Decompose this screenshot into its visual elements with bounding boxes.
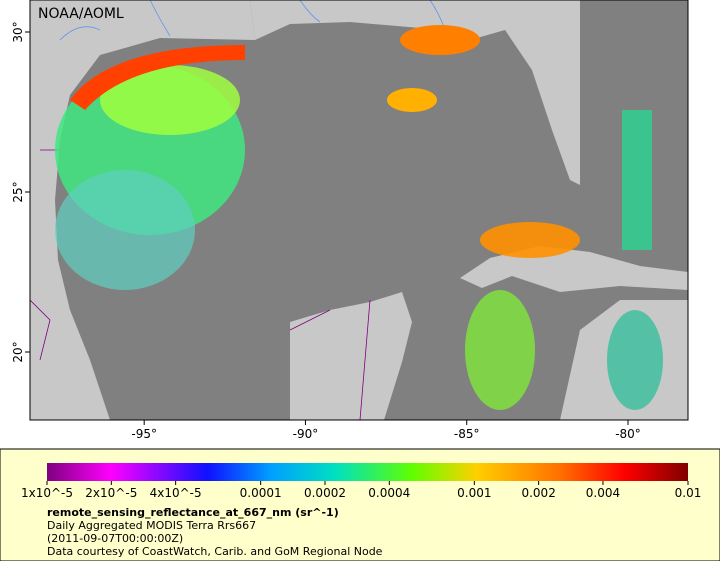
map-frame <box>29 0 689 421</box>
colorbar-tick-label: 4x10^-5 <box>150 486 202 500</box>
reflectance-patch <box>387 88 437 112</box>
legend-dataset: Daily Aggregated MODIS Terra Rrs667 <box>47 519 256 532</box>
colorbar-tick-label: 0.0002 <box>304 486 346 500</box>
colorbar-tick-label: 2x10^-5 <box>85 486 137 500</box>
reflectance-coastal <box>70 45 245 110</box>
colorbar-tick-label: 1x10^-5 <box>21 486 73 500</box>
colorbar-tick-label: 0.001 <box>457 486 491 500</box>
reflectance-patch <box>400 25 480 55</box>
colorbar-tick-label: 0.0001 <box>240 486 282 500</box>
land <box>460 246 688 292</box>
colorbar-tick-label: 0.01 <box>675 486 702 500</box>
border-line <box>30 149 371 420</box>
reflectance-patch <box>480 222 580 258</box>
map-area <box>30 0 688 420</box>
reflectance-swath <box>622 110 652 250</box>
legend-variable: remote_sensing_reflectance_at_667_nm (sr… <box>47 506 339 519</box>
lon-tick-label: -80° <box>615 427 641 441</box>
lat-tick-label: 25° <box>11 181 25 202</box>
colorbar <box>47 463 688 481</box>
land <box>290 292 412 420</box>
lon-tick-label: -90° <box>293 427 319 441</box>
legend-time: (2011-09-07T00:00:00Z) <box>47 532 183 545</box>
reflectance-swath <box>55 170 195 290</box>
land <box>30 0 255 420</box>
reflectance-patch <box>607 310 663 410</box>
legend-courtesy: Data courtesy of CoastWatch, Carib. and … <box>47 545 383 558</box>
land <box>250 0 580 185</box>
lat-tick-label: 30° <box>11 21 25 42</box>
reflectance-swath <box>100 65 240 135</box>
lat-tick-label: 20° <box>11 341 25 362</box>
river <box>59 0 446 41</box>
lon-tick-label: -95° <box>131 427 157 441</box>
reflectance-patch <box>465 290 535 410</box>
colorbar-tick-label: 0.004 <box>586 486 620 500</box>
colorbar-tick-label: 0.0004 <box>368 486 410 500</box>
colorbar-tick-label: 0.002 <box>521 486 555 500</box>
lon-tick-label: -85° <box>454 427 480 441</box>
credit: NOAA/AOML <box>38 6 124 22</box>
